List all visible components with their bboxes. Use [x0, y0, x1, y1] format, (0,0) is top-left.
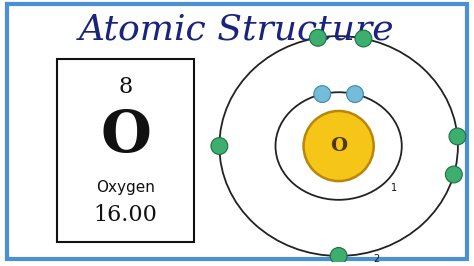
Text: 2: 2 [374, 254, 380, 264]
Text: 16.00: 16.00 [93, 204, 157, 226]
Ellipse shape [355, 30, 372, 47]
Text: Oxygen: Oxygen [96, 180, 155, 195]
Text: 8: 8 [118, 76, 133, 98]
Ellipse shape [211, 138, 228, 155]
Text: O: O [100, 108, 151, 164]
Ellipse shape [346, 86, 364, 102]
Text: 1: 1 [391, 182, 397, 193]
Text: Atomic Structure: Atomic Structure [79, 13, 395, 47]
Ellipse shape [314, 86, 331, 102]
Ellipse shape [449, 128, 466, 145]
Text: O: O [330, 137, 347, 155]
Ellipse shape [446, 166, 462, 183]
Ellipse shape [330, 248, 347, 264]
Ellipse shape [303, 111, 374, 181]
Bar [57, 59, 193, 242]
Ellipse shape [310, 29, 326, 46]
